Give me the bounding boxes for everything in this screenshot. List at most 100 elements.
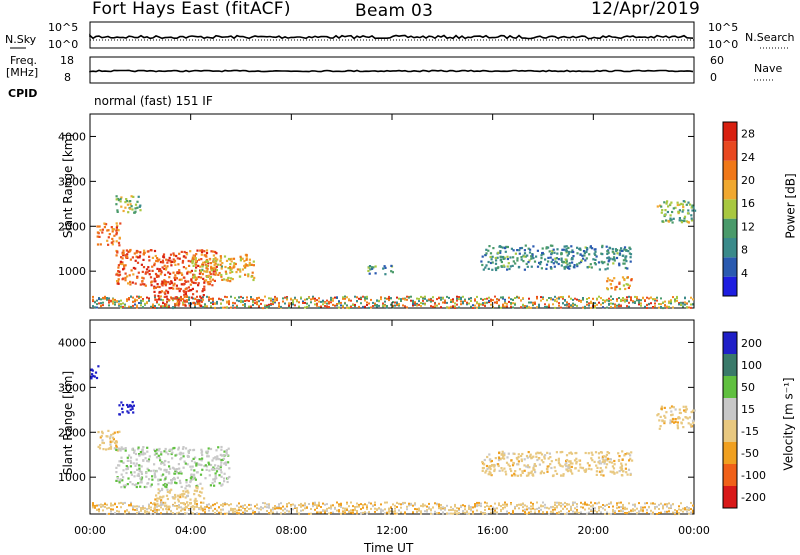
power-cell [636,297,638,300]
power-cell [310,298,312,301]
power-cell [565,250,568,253]
power-cell [306,302,308,305]
power-cell [139,283,142,286]
power-cell [369,268,372,271]
velocity-cell [244,504,246,507]
power-cell [142,266,146,269]
velocity-cell [538,463,541,466]
power-cell [270,297,272,300]
velocity-cell [542,461,545,464]
power-cell [374,302,376,305]
velocity-colorbar-segment [723,442,737,464]
power-cell [182,303,185,306]
velocity-cell [408,502,410,505]
power-cell [252,304,254,306]
velocity-cell [626,473,629,476]
power-cell [654,302,656,305]
velocity-cell [644,502,646,505]
power-cell [153,277,156,280]
power-cell [159,273,162,276]
velocity-cell [330,511,332,514]
velocity-colorbar-segment [723,376,737,398]
velocity-cell [543,457,546,460]
power-cell [551,258,554,261]
power-cell [220,265,223,268]
velocity-cell [160,501,163,504]
velocity-cell [115,441,118,444]
power-cell [480,303,482,306]
velocity-cell [223,477,226,480]
velocity-cell [570,470,573,473]
velocity-cell [120,401,123,404]
power-cell [158,258,161,261]
power-cell [624,299,626,302]
y-tick-label: 1000 [58,471,86,484]
power-cell [570,250,573,254]
velocity-cell [553,466,556,469]
power-cell [203,250,206,253]
velocity-cell [164,476,168,479]
power-cell [282,297,284,300]
power-cell [501,246,504,249]
power-cell [232,301,234,304]
power-cell [668,305,670,308]
power-cell [161,259,164,262]
power-cell [625,260,628,263]
power-cell [324,305,326,307]
velocity-cell [590,451,593,454]
velocity-cell [561,465,564,468]
velocity-cell [590,468,593,471]
velocity-cell [555,472,559,475]
power-cell [528,259,531,262]
velocity-cell [485,469,488,472]
velocity-cell [148,455,151,458]
velocity-cell [189,498,192,501]
power-cell [144,284,147,287]
power-cell [219,255,222,258]
velocity-cell [132,462,135,465]
velocity-cell [680,502,682,505]
power-cell [163,273,167,276]
velocity-cell [416,508,418,511]
velocity-cell [199,463,202,466]
power-cell [203,270,206,273]
power-cell [216,258,219,261]
velocity-cell [616,471,619,474]
power-cell [616,252,619,255]
velocity-cell [584,470,587,473]
velocity-cell [516,504,518,507]
velocity-cell [324,509,326,512]
power-cell [151,265,154,268]
velocity-cell [110,510,112,513]
power-cell [115,195,118,198]
velocity-cell [179,470,182,473]
velocity-cell [106,507,108,510]
power-cell [141,270,144,273]
power-cell [148,297,150,300]
velocity-cell [219,469,222,472]
velocity-cell [620,506,622,508]
velocity-cell [669,420,672,423]
velocity-cell [206,452,209,455]
power-cell [585,257,588,260]
power-cell [487,249,490,252]
velocity-cell [691,410,694,413]
power-cell [510,298,512,301]
power-cell [208,298,210,301]
power-cell [656,205,659,208]
velocity-cell [206,505,208,508]
velocity-cell [157,488,160,491]
power-cell [487,267,490,270]
power-cell [115,232,118,235]
power-cell [148,273,151,276]
power-cell [270,299,272,302]
velocity-cell [398,502,400,505]
power-cell [274,301,276,304]
power-cell [561,260,564,263]
velocity-cell [168,465,171,468]
velocity-cell [404,511,406,514]
power-cell [252,298,254,301]
power-cell [682,302,684,305]
velocity-cell [276,511,278,514]
power-cell [594,250,597,253]
